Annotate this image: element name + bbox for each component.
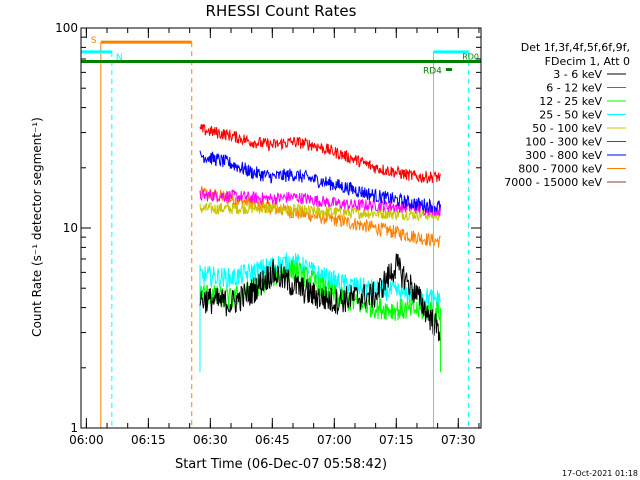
event-marker-n-1-label: N xyxy=(116,53,123,63)
legend-entry-label: 3 - 6 keV xyxy=(553,68,602,81)
legend-entry-label: 300 - 800 keV xyxy=(525,149,602,162)
x-axis-label: Start Time (06-Dec-07 05:58:42) xyxy=(175,457,387,472)
event-marker-rd4-3-label: RD4 xyxy=(423,67,442,77)
legend-entry-label: 800 - 7000 keV xyxy=(518,163,602,176)
x-tick-label: 06:30 xyxy=(193,433,228,447)
x-tick-label: 07:15 xyxy=(379,433,414,447)
legend-entry-label: 100 - 300 keV xyxy=(525,136,602,149)
y-tick-label: 100 xyxy=(55,21,78,35)
legend-entry-label: 50 - 100 keV xyxy=(532,122,602,135)
y-tick-label: 1 xyxy=(70,421,78,435)
legend-entry-label: 7000 - 15000 keV xyxy=(504,176,602,189)
x-tick-label: 06:45 xyxy=(255,433,290,447)
series-line-50-100-kev xyxy=(199,201,441,222)
footer-timestamp: 17-Oct-2021 01:18 xyxy=(562,469,638,478)
legend-entry-label: 25 - 50 keV xyxy=(539,109,602,122)
y-axis-label: Count Rate (s⁻¹ detector segment⁻¹) xyxy=(30,117,44,337)
y-tick-label: 10 xyxy=(63,221,78,235)
x-tick-label: 06:00 xyxy=(69,433,104,447)
legend-header-line: FDecim 1, Att 0 xyxy=(545,55,630,68)
legend-entry-label: 6 - 12 keV xyxy=(546,82,602,95)
legend-header-line: Det 1f,3f,4f,5f,6f,9f, xyxy=(521,41,630,54)
event-marker-s-0-label: S xyxy=(91,36,97,46)
series-line-25-50-kev xyxy=(199,252,441,373)
legend-entry-label: 12 - 25 keV xyxy=(539,95,602,108)
series-line-100-300-kev xyxy=(199,124,441,184)
chart-title: RHESSI Count Rates xyxy=(206,2,357,20)
x-tick-label: 07:00 xyxy=(317,433,352,447)
series-line-6-12-kev xyxy=(199,188,441,216)
series-line-300-800-kev xyxy=(199,150,441,213)
series-line-3-6-kev xyxy=(199,253,441,342)
x-tick-label: 07:30 xyxy=(441,433,476,447)
event-marker-rd0-4-label: RD0 xyxy=(462,53,479,62)
x-tick-label: 06:15 xyxy=(131,433,166,447)
